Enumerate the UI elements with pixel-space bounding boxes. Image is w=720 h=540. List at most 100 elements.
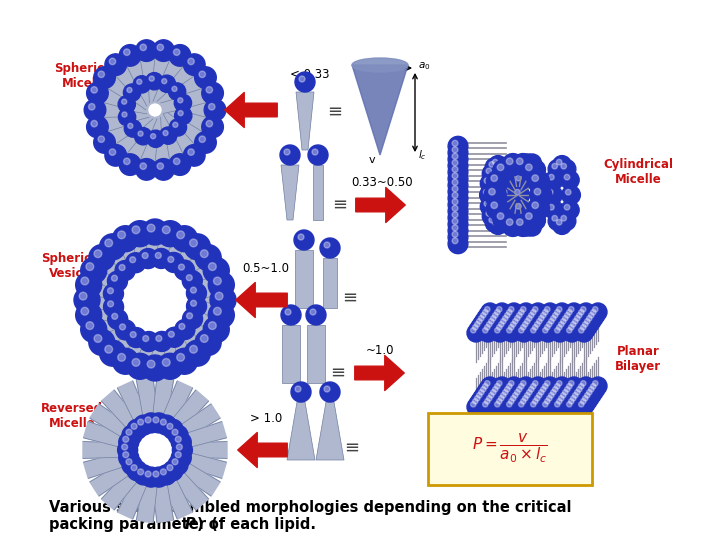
Circle shape xyxy=(549,205,554,210)
Circle shape xyxy=(510,396,516,401)
Circle shape xyxy=(515,160,534,179)
Circle shape xyxy=(480,197,499,216)
Circle shape xyxy=(480,186,498,204)
Polygon shape xyxy=(128,88,153,110)
Circle shape xyxy=(543,392,561,410)
Circle shape xyxy=(151,248,171,268)
Circle shape xyxy=(81,258,107,284)
Circle shape xyxy=(533,381,538,386)
Circle shape xyxy=(500,201,506,206)
Circle shape xyxy=(91,86,97,93)
Text: ≡: ≡ xyxy=(344,439,359,457)
Circle shape xyxy=(563,306,581,324)
Circle shape xyxy=(131,423,137,429)
Polygon shape xyxy=(138,240,155,260)
Circle shape xyxy=(452,199,458,205)
Circle shape xyxy=(162,79,167,84)
Circle shape xyxy=(497,174,516,193)
Circle shape xyxy=(557,212,576,231)
Circle shape xyxy=(487,198,508,220)
Circle shape xyxy=(176,444,182,450)
Polygon shape xyxy=(168,390,209,434)
Circle shape xyxy=(587,306,605,324)
Circle shape xyxy=(105,145,127,166)
Circle shape xyxy=(475,312,493,330)
Circle shape xyxy=(135,159,157,180)
Circle shape xyxy=(163,131,168,136)
Circle shape xyxy=(484,178,490,184)
Circle shape xyxy=(515,315,520,321)
Polygon shape xyxy=(94,300,114,317)
Circle shape xyxy=(482,328,488,333)
Circle shape xyxy=(495,383,500,389)
Polygon shape xyxy=(182,103,215,118)
Circle shape xyxy=(295,72,315,92)
Circle shape xyxy=(477,383,495,401)
Circle shape xyxy=(575,380,593,398)
Circle shape xyxy=(485,213,504,232)
Circle shape xyxy=(503,398,521,416)
Circle shape xyxy=(479,380,497,398)
Circle shape xyxy=(519,318,537,336)
Circle shape xyxy=(501,309,519,327)
Circle shape xyxy=(579,309,584,315)
Circle shape xyxy=(448,188,468,208)
Text: $l_c$: $l_c$ xyxy=(418,148,427,162)
Polygon shape xyxy=(281,165,299,220)
Circle shape xyxy=(493,377,511,395)
Polygon shape xyxy=(87,291,109,309)
Circle shape xyxy=(489,383,507,401)
Circle shape xyxy=(171,448,192,468)
Circle shape xyxy=(79,292,87,300)
Circle shape xyxy=(133,76,150,93)
Circle shape xyxy=(452,160,458,166)
Circle shape xyxy=(539,315,544,321)
Circle shape xyxy=(168,83,186,100)
Circle shape xyxy=(178,111,183,116)
Circle shape xyxy=(149,76,154,81)
Circle shape xyxy=(176,231,184,239)
Circle shape xyxy=(516,387,522,392)
Circle shape xyxy=(561,393,566,398)
Polygon shape xyxy=(123,52,150,88)
Circle shape xyxy=(559,386,577,404)
Circle shape xyxy=(549,309,567,327)
Circle shape xyxy=(522,158,528,163)
Circle shape xyxy=(490,389,496,395)
Circle shape xyxy=(525,319,530,324)
Circle shape xyxy=(557,325,562,330)
FancyBboxPatch shape xyxy=(428,413,592,485)
Circle shape xyxy=(452,225,458,231)
Circle shape xyxy=(561,164,567,169)
Circle shape xyxy=(153,159,174,180)
Circle shape xyxy=(552,215,557,221)
Circle shape xyxy=(163,420,183,440)
Circle shape xyxy=(471,318,489,336)
Circle shape xyxy=(579,318,597,336)
Circle shape xyxy=(521,399,526,404)
Circle shape xyxy=(214,307,221,315)
Circle shape xyxy=(588,313,594,318)
Circle shape xyxy=(156,253,161,259)
Circle shape xyxy=(547,190,553,195)
Circle shape xyxy=(549,319,554,324)
Circle shape xyxy=(497,381,502,386)
Circle shape xyxy=(521,307,526,312)
Circle shape xyxy=(112,275,117,281)
Circle shape xyxy=(142,219,168,245)
Polygon shape xyxy=(100,71,136,101)
Polygon shape xyxy=(152,136,171,171)
Polygon shape xyxy=(122,334,143,357)
Circle shape xyxy=(448,214,468,234)
Circle shape xyxy=(495,309,500,315)
Circle shape xyxy=(99,234,125,260)
Circle shape xyxy=(529,321,547,339)
Circle shape xyxy=(532,175,539,181)
Polygon shape xyxy=(86,276,112,299)
Polygon shape xyxy=(282,325,300,383)
Circle shape xyxy=(527,211,546,230)
Circle shape xyxy=(98,71,104,78)
Circle shape xyxy=(502,153,524,176)
Circle shape xyxy=(482,164,501,183)
Circle shape xyxy=(531,186,549,204)
